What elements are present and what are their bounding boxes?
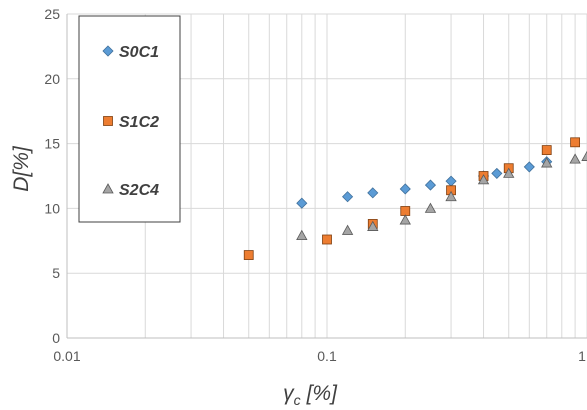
point-s1c2	[243, 250, 254, 260]
point-s2c4	[541, 157, 553, 168]
point-s0c1	[399, 183, 411, 195]
y-tick-label: 0	[52, 330, 60, 346]
point-s2c4	[581, 150, 587, 161]
point-s0c1	[424, 179, 437, 191]
point-s1c2	[541, 145, 552, 155]
x-axis-symbol: γ	[283, 382, 295, 405]
legend-marker-s0c1	[102, 45, 114, 57]
point-s2c4	[367, 220, 379, 231]
axes	[66, 14, 587, 339]
point-s2c4	[296, 229, 308, 241]
point-s0c1	[367, 187, 379, 199]
point-s0c1	[342, 191, 354, 203]
x-axis-unit: [%]	[306, 382, 339, 405]
point-s0c1	[296, 197, 308, 209]
y-tick-label: 10	[44, 200, 60, 216]
point-s2c4	[341, 224, 354, 235]
legend-marker-s2c4	[102, 183, 114, 194]
legend-label-s1c2: S1C2	[119, 114, 159, 131]
legend-marker-s1c2	[103, 116, 113, 126]
y-axis-title: D[%]	[10, 145, 33, 192]
point-s1c2	[400, 206, 411, 216]
legend-label-s0c1: S0C1	[119, 44, 159, 61]
legend: S0C1 S1C2 S2C4	[78, 15, 181, 223]
tick-labels: 0 5 10 15 20 25 0.01 0.1 1	[44, 6, 586, 364]
x-tick-label: 0.01	[53, 348, 80, 364]
x-tick-label: 0.1	[317, 348, 337, 364]
point-s2c4	[399, 214, 411, 225]
point-s2c4	[477, 174, 490, 185]
point-s1c2	[322, 234, 332, 245]
point-s0c1	[491, 167, 503, 179]
x-axis-subscript: c	[294, 392, 301, 408]
legend-box	[78, 15, 181, 223]
data-points	[243, 137, 587, 260]
point-s2c4	[569, 153, 581, 164]
legend-label-s2c4: S2C4	[119, 182, 159, 199]
point-s0c1	[445, 175, 457, 187]
x-axis-title: γc [%]	[283, 382, 338, 408]
y-tick-label: 25	[44, 6, 60, 22]
point-s2c4	[445, 190, 457, 202]
point-s2c4	[424, 202, 437, 213]
x-tick-label: 1	[578, 348, 586, 364]
point-s2c4	[503, 167, 515, 178]
y-tick-label: 20	[44, 71, 60, 87]
y-tick-label: 15	[44, 136, 60, 152]
point-s0c1	[523, 161, 535, 173]
y-tick-label: 5	[52, 265, 60, 281]
point-s1c2	[570, 137, 581, 148]
